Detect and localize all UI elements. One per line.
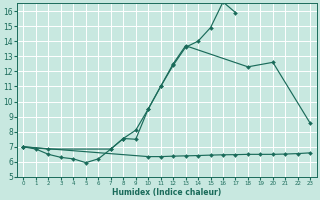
X-axis label: Humidex (Indice chaleur): Humidex (Indice chaleur) bbox=[112, 188, 221, 197]
